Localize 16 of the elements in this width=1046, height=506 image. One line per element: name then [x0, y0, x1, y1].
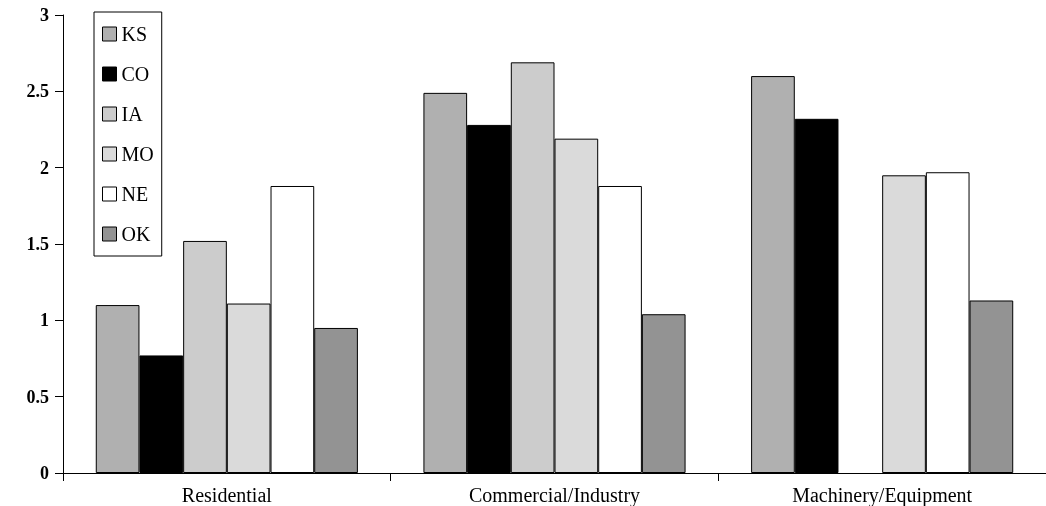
y-tick-label: 2.5 — [26, 81, 49, 102]
y-tick-label: 0 — [40, 463, 49, 483]
y-tick-label: 1.5 — [26, 234, 49, 254]
x-tick-label: Machinery/Equipment — [792, 484, 973, 506]
y-tick-label: 2 — [40, 157, 49, 178]
legend-label: IA — [121, 103, 144, 125]
legend-label: CO — [121, 63, 150, 85]
legend-label: MO — [121, 143, 154, 165]
legend-label: OK — [121, 223, 151, 245]
legend-label: KS — [121, 23, 148, 45]
x-tick-label: Commercial/Industry — [468, 484, 641, 506]
y-tick-label: 0.5 — [26, 386, 49, 407]
y-tick-label: 1 — [40, 310, 49, 331]
x-tick-label: Residential — [181, 484, 273, 506]
y-tick-label: 3 — [40, 5, 49, 25]
legend-label: NE — [121, 183, 149, 205]
